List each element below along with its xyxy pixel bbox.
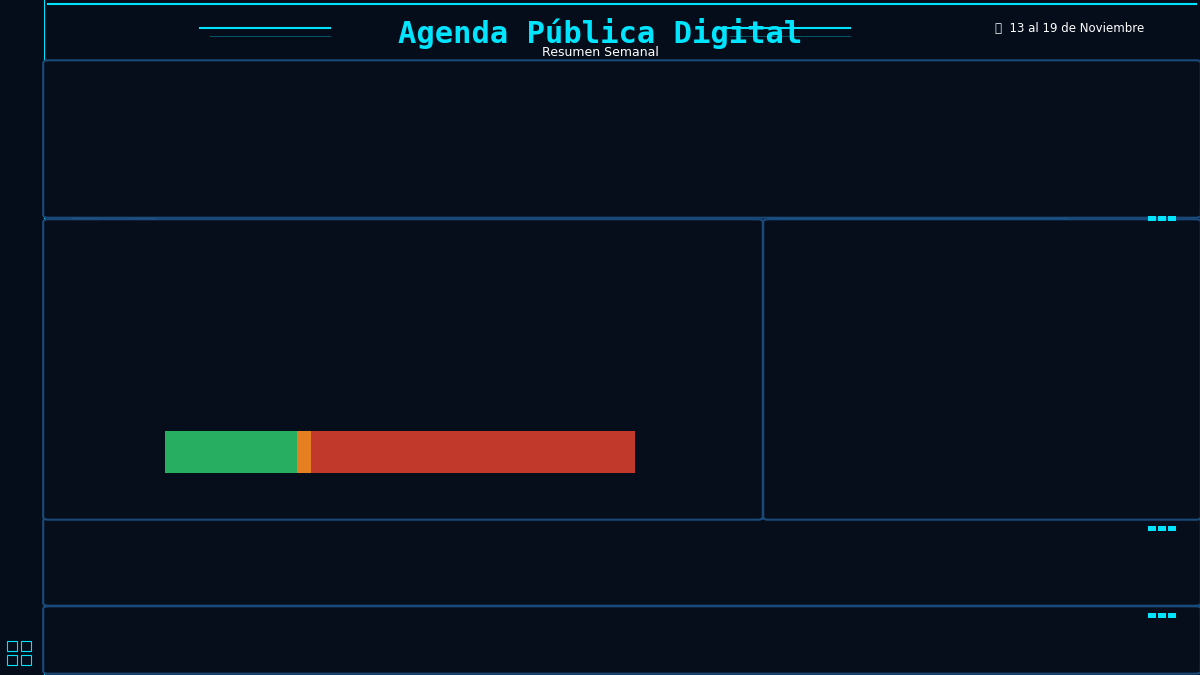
Text: incongruencia, ya que sus declaraciones son: incongruencia, ya que sus declaraciones … [390, 320, 584, 329]
Text: eléctrica "se afianzarán como salinistas".: eléctrica "se afianzarán como salinistas… [60, 365, 239, 374]
Text: Personas alcanzadas en medios digitales: Personas alcanzadas en medios digitales [340, 107, 554, 117]
Text: que llegó con mayor aprobación.: que llegó con mayor aprobación. [60, 330, 204, 340]
Text: 🐦: 🐦 [660, 82, 673, 102]
Text: Resumen Semanal: Resumen Semanal [541, 46, 659, 59]
Text: GOBIERNO: GOBIERNO [100, 215, 131, 220]
Text: 20%: 20% [967, 309, 991, 319]
Text: Publicaciones en Twitter: Publicaciones en Twitter [700, 107, 826, 117]
Text: 123,744,863: 123,744,863 [340, 85, 486, 105]
Text: 🗓  13 al 19 de Noviembre: 🗓 13 al 19 de Noviembre [995, 22, 1145, 35]
Text: metrics: metrics [6, 625, 38, 634]
Text: Destacados a en contra:: Destacados a en contra: [390, 292, 533, 302]
Text: f: f [886, 82, 898, 110]
Text: 69%: 69% [452, 255, 493, 273]
Text: • Destacan su discurso y propuestas durante la IX: • Destacan su discurso y propuestas dura… [60, 310, 271, 319]
Text: Trolls: Trolls [282, 540, 306, 550]
Text: 0.48%: 0.48% [260, 516, 328, 535]
Bar [769, 409, 836, 436]
Polygon shape [73, 183, 157, 267]
Text: Intereses Relacionados: Intereses Relacionados [785, 167, 967, 181]
Text: millones de dólares en contratos de energía limpia.: millones de dólares en contratos de ener… [390, 355, 612, 364]
Text: Cumbre de Líderes de América del Norte; señalan: Cumbre de Líderes de América del Norte; … [60, 320, 276, 329]
Text: propuestos por AMLO para Ministro de la SCJN.: propuestos por AMLO para Ministro de la … [60, 390, 262, 399]
Text: • Señalan que su participación en la cumbre exhibió su: • Señalan que su participación en la cum… [390, 310, 624, 319]
Text: Análisis de Actitud: Análisis de Actitud [65, 167, 211, 181]
Text: 1.35%: 1.35% [916, 516, 984, 535]
Text: Negativa: Negativa [505, 255, 562, 268]
Text: • Mencionan que la terna de AMLO para elegir al nuevo: • Mencionan que la terna de AMLO para el… [390, 370, 624, 379]
Text: • Destacan la trayectoria de los candidatos: • Destacan la trayectoria de los candida… [60, 380, 242, 389]
Text: en que si los pristas no avalan la reforma: en que si los pristas no avalan la refor… [60, 355, 239, 364]
Text: Distribución de Audiencias: Distribución de Audiencias [65, 470, 274, 484]
Text: • Señalan que la reforma eléctrica pone en riesgo: • Señalan que la reforma eléctrica pone … [390, 345, 601, 354]
Bar [769, 354, 943, 381]
Text: contrarias a lo que hace en el país.: contrarias a lo que hace en el país. [390, 330, 544, 339]
Text: ○: ○ [943, 496, 958, 514]
Text: 18%: 18% [948, 363, 972, 373]
Text: 24%: 24% [1007, 255, 1030, 265]
Text: 🖥: 🖥 [617, 496, 628, 514]
Text: 28%: 28% [211, 255, 251, 273]
Bar [769, 300, 962, 327]
Text: 84.61%: 84.61% [418, 516, 499, 535]
Text: Informativa: Informativa [318, 255, 390, 268]
Text: 0.46%: 0.46% [752, 516, 820, 535]
Text: 9.73%: 9.73% [588, 516, 655, 535]
Text: 3%: 3% [289, 255, 318, 273]
Text: ⚙: ⚙ [122, 496, 138, 514]
Text: Figuras Públicas: Figuras Públicas [746, 540, 826, 551]
Text: Líderes de opinión: Líderes de opinión [905, 540, 995, 551]
Text: Medios: Medios [1097, 540, 1132, 550]
Text: 471,045*: 471,045* [910, 85, 1016, 105]
Text: 31%: 31% [1074, 200, 1097, 211]
Text: ◀: ◀ [1108, 496, 1121, 514]
Text: Opinión Pública
Especializada: Opinión Pública Especializada [584, 540, 660, 562]
Text: 2.34%: 2.34% [1080, 516, 1148, 535]
Text: MÉXICO: MÉXICO [103, 233, 126, 238]
Text: Destacados a favor:: Destacados a favor: [60, 292, 178, 302]
Text: Opinión Pública: Opinión Pública [420, 540, 496, 551]
Text: Bots: Bots [119, 540, 140, 550]
Text: ⚡: ⚡ [780, 496, 792, 514]
Bar [769, 246, 1001, 273]
Text: ↗: ↗ [451, 496, 464, 514]
Text: judicial .: judicial . [390, 390, 431, 399]
Text: 7%: 7% [841, 417, 858, 427]
Text: 1.03%: 1.03% [96, 516, 163, 535]
Text: ☹: ☹ [286, 496, 302, 514]
Bar [769, 192, 1069, 219]
Polygon shape [78, 188, 152, 262]
Text: 1,013,921: 1,013,921 [700, 85, 817, 105]
Text: Agenda Pública Digital: Agenda Pública Digital [398, 18, 802, 49]
Text: Volumen de la conversación
en medios digitales: Volumen de la conversación en medios dig… [65, 90, 262, 118]
Text: Publicaciones en Facebook: Publicaciones en Facebook [910, 107, 1050, 117]
Text: DE: DE [112, 225, 119, 230]
Text: Fuente: Xpectus by Metrics. Medición del 13 al 19 de noviembre, 2021: Fuente: Xpectus by Metrics. Medición del… [824, 622, 1145, 632]
Text: xpectus revelio: xpectus revelio [12, 140, 20, 220]
Text: *Posts públicos en Facebook: *Posts públicos en Facebook [55, 622, 182, 631]
Text: ministro de la SCJN pone en riesgo la independencia: ministro de la SCJN pone en riesgo la in… [390, 380, 617, 389]
Text: Positiva: Positiva [259, 255, 307, 268]
Text: • Retoman las declaraciones de AMLO y coinciden: • Retoman las declaraciones de AMLO y co… [60, 345, 271, 354]
Text: POWERED BY: POWERED BY [4, 610, 40, 615]
